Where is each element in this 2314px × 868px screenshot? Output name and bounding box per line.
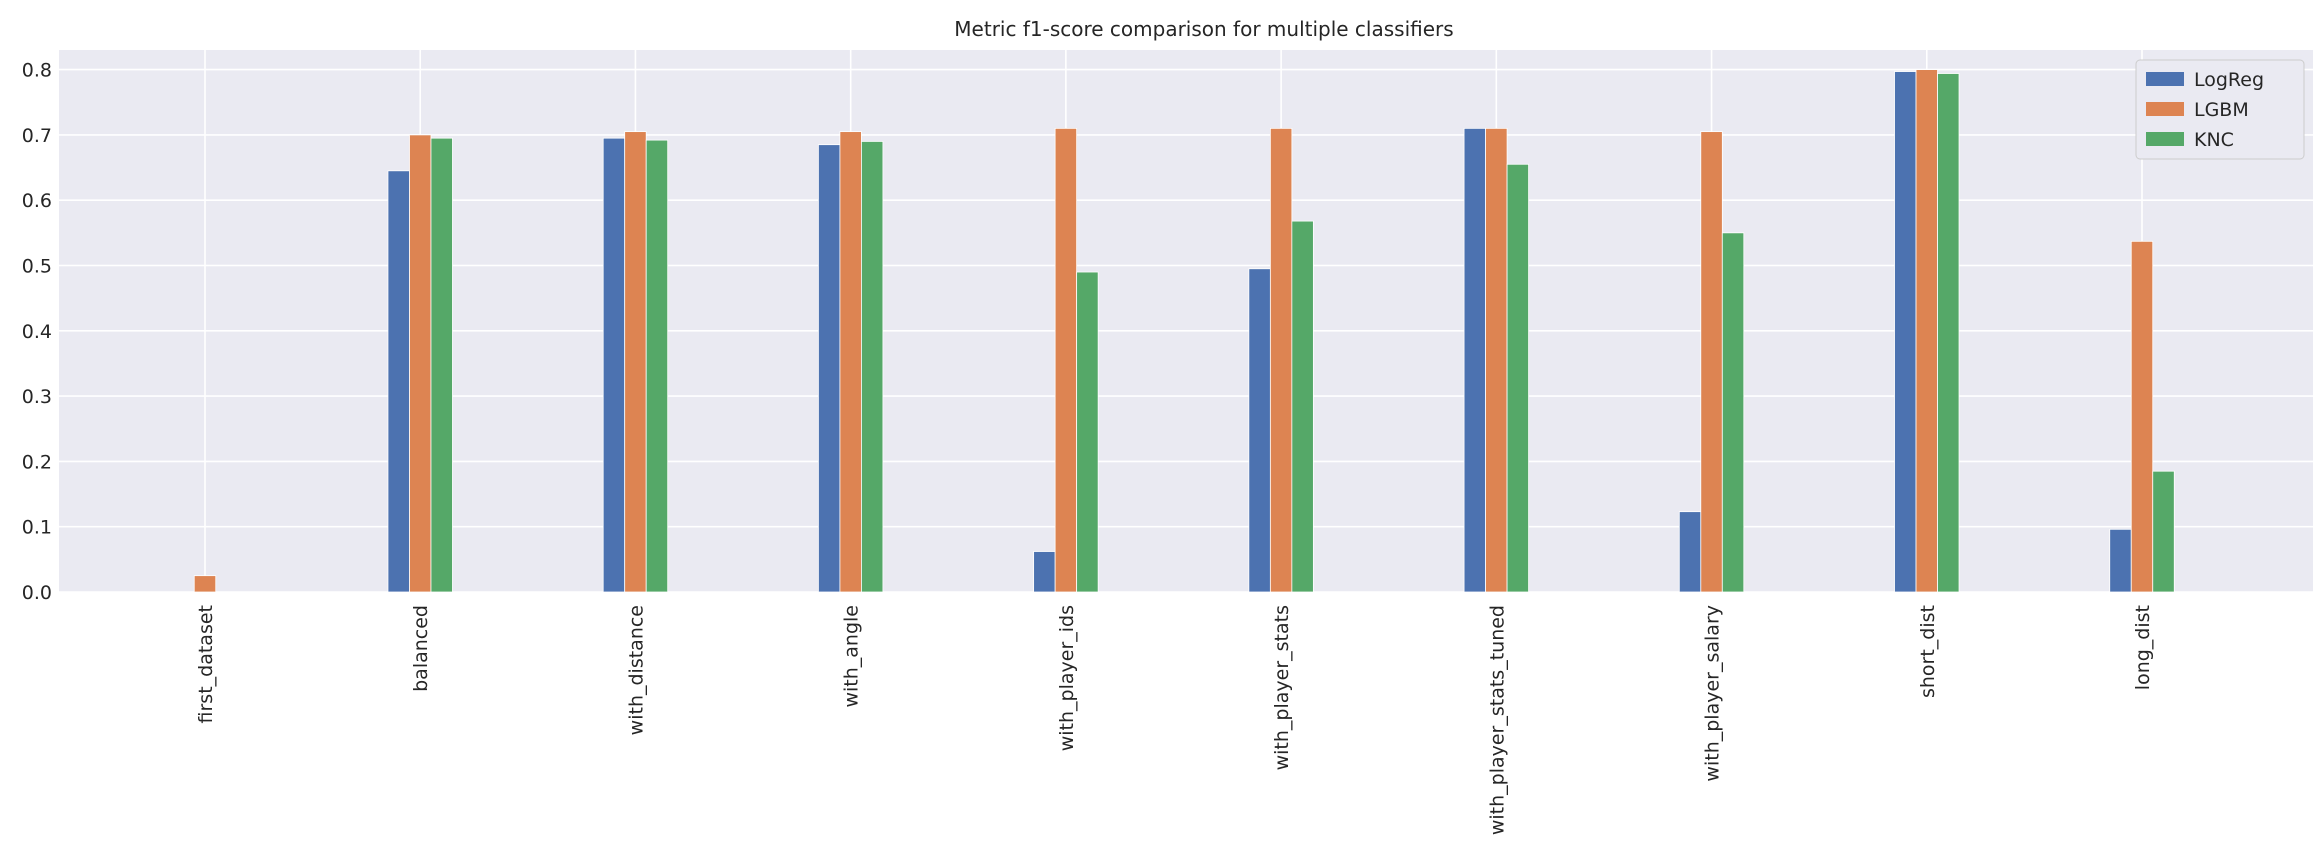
- bar-logreg-balanced: [387, 170, 410, 593]
- y-tick-label: 0.2: [22, 451, 52, 473]
- y-tick-label: 0.3: [22, 386, 52, 408]
- chart-title: Metric f1-score comparison for multiple …: [954, 17, 1453, 41]
- bar-lgbm-with_player_stats_tuned: [1485, 127, 1508, 593]
- bar-logreg-with_player_stats_tuned: [1463, 127, 1486, 593]
- bar-lgbm-with_angle: [839, 131, 862, 593]
- bar-knc-with_angle: [861, 141, 884, 593]
- y-tick-label: 0.4: [22, 321, 52, 343]
- bar-logreg-with_player_salary: [1678, 511, 1702, 593]
- x-tick-label: first_dataset: [195, 605, 217, 723]
- x-axis: first_dataset balanced with_distance with_a…: [195, 605, 2154, 835]
- legend-swatch-knc: [2146, 132, 2184, 146]
- bar-knc-with_player_salary: [1721, 232, 1745, 593]
- bar-lgbm-long_dist: [2130, 240, 2154, 593]
- legend: LogReg LGBM KNC: [2135, 59, 2305, 160]
- bar-logreg-with_angle: [818, 144, 841, 593]
- bar-knc-short_dist: [1937, 73, 1960, 593]
- bar-knc-balanced: [430, 137, 453, 593]
- bar-lgbm-with_player_stats: [1269, 127, 1293, 593]
- y-tick-label: 0.1: [22, 517, 52, 539]
- bar-knc-with_distance: [645, 139, 669, 593]
- legend-label-logreg: LogReg: [2194, 69, 2264, 91]
- y-tick-label: 0.8: [22, 60, 52, 82]
- bar-logreg-long_dist: [2109, 528, 2132, 593]
- x-tick-label: with_player_stats: [1271, 605, 1293, 770]
- bar-knc-with_player_ids: [1076, 271, 1099, 593]
- y-tick-label: 0.0: [22, 582, 52, 604]
- bar-lgbm-with_player_ids: [1054, 127, 1078, 593]
- bar-logreg-with_player_ids: [1033, 551, 1056, 593]
- bar-knc-with_player_stats: [1291, 220, 1314, 593]
- bar-logreg-with_player_stats: [1248, 268, 1271, 593]
- legend-label-lgbm: LGBM: [2194, 99, 2249, 121]
- bar-lgbm-short_dist: [1915, 69, 1938, 593]
- bar-lgbm-with_player_salary: [1700, 131, 1723, 593]
- bar-lgbm-with_distance: [624, 131, 647, 593]
- y-tick-label: 0.6: [22, 190, 52, 212]
- bar-lgbm-first_dataset: [193, 575, 217, 593]
- x-tick-label: with_player_salary: [1702, 605, 1724, 782]
- bar-lgbm-balanced: [409, 134, 432, 593]
- bar-knc-long_dist: [2152, 470, 2175, 593]
- x-tick-label: with_distance: [625, 605, 647, 735]
- x-tick-label: balanced: [410, 605, 432, 692]
- bar-logreg-with_distance: [602, 137, 626, 593]
- x-tick-label: with_player_ids: [1056, 605, 1078, 751]
- bars: [193, 69, 2175, 593]
- y-axis: 0.0 0.1 0.2 0.3 0.4 0.5 0.6 0.7 0.8: [22, 60, 52, 604]
- bar-knc-with_player_stats_tuned: [1506, 163, 1529, 593]
- legend-swatch-logreg: [2146, 72, 2184, 86]
- x-tick-label: long_dist: [2132, 605, 2154, 690]
- bar-logreg-short_dist: [1894, 71, 1917, 593]
- x-tick-label: with_player_stats_tuned: [1486, 605, 1508, 835]
- x-tick-label: with_angle: [841, 605, 863, 708]
- y-tick-label: 0.7: [22, 125, 52, 147]
- legend-swatch-lgbm: [2146, 102, 2184, 116]
- legend-label-knc: KNC: [2194, 129, 2234, 151]
- y-tick-label: 0.5: [22, 255, 52, 277]
- x-tick-label: short_dist: [1917, 605, 1939, 698]
